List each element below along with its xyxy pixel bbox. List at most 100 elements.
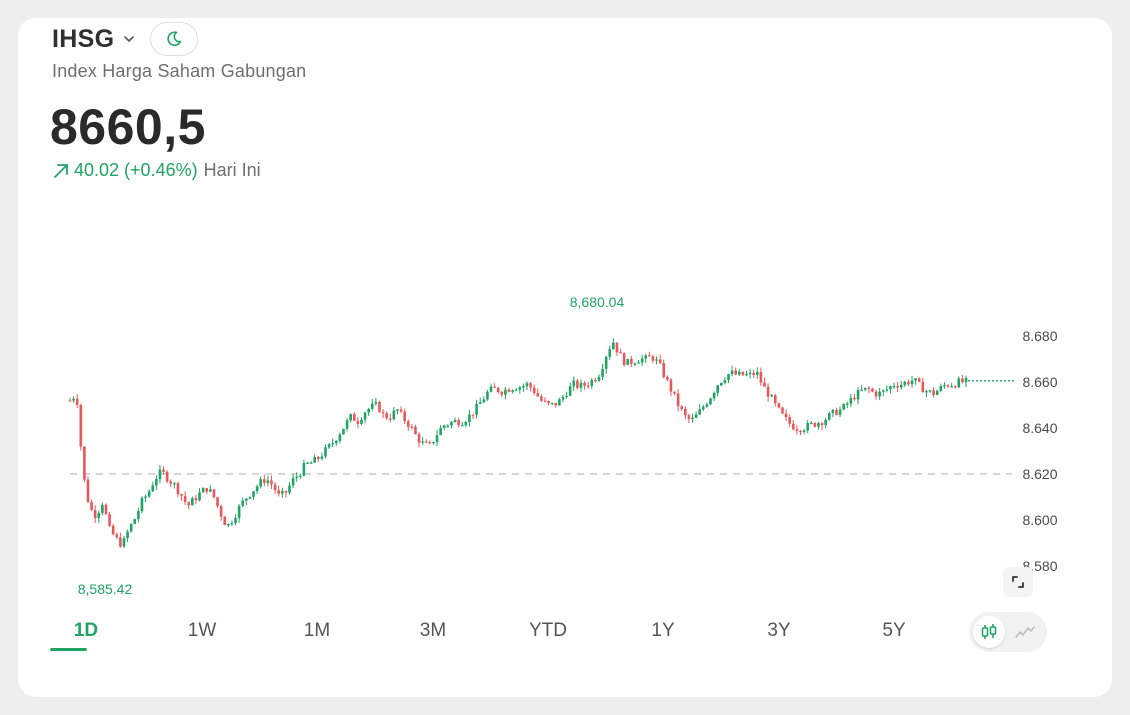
- candle-body: [302, 463, 306, 476]
- candle-body: [572, 380, 576, 387]
- candle-body: [601, 368, 604, 377]
- candle-body: [550, 402, 554, 405]
- candle-body: [198, 492, 201, 501]
- candle-body: [133, 519, 137, 524]
- candle-body: [889, 386, 892, 390]
- candle-body: [849, 397, 853, 404]
- candle-body: [288, 485, 291, 493]
- candle-body: [309, 462, 313, 464]
- candle-body: [604, 356, 608, 369]
- candle-body: [680, 406, 684, 410]
- line-mode-button[interactable]: [1009, 616, 1041, 648]
- candle-body: [277, 490, 281, 494]
- candle-body: [698, 409, 702, 415]
- candle-body: [532, 387, 536, 394]
- candle-body: [907, 381, 910, 385]
- candle-body: [194, 498, 198, 501]
- candle-body: [122, 538, 126, 547]
- change-period: Hari Ini: [203, 160, 261, 180]
- candle-body: [169, 481, 173, 484]
- candle-body: [363, 412, 367, 420]
- candle-body: [266, 480, 270, 483]
- candle-body: [673, 391, 676, 394]
- candle-body: [633, 363, 637, 365]
- candle-body: [759, 371, 763, 383]
- candle-body: [917, 378, 921, 382]
- candle-body: [892, 385, 896, 388]
- candle-body: [464, 422, 468, 426]
- candle-body: [248, 496, 252, 499]
- candle-body: [748, 372, 752, 374]
- candle-body: [453, 420, 457, 423]
- candle-body: [270, 480, 273, 485]
- candle-body: [755, 371, 759, 376]
- candle-body: [432, 441, 435, 444]
- tab-5y[interactable]: 5Y: [882, 620, 906, 641]
- tab-1m[interactable]: 1M: [303, 620, 331, 641]
- candle-body: [183, 495, 187, 503]
- candle-body: [370, 403, 374, 409]
- candle-body: [72, 398, 75, 401]
- expand-button[interactable]: [1003, 567, 1033, 597]
- candle-body: [543, 400, 547, 402]
- candle-body: [928, 390, 932, 392]
- high-label: 8,680.04: [570, 294, 625, 310]
- candle-body: [119, 537, 122, 547]
- candle-body: [863, 387, 867, 390]
- candle-body: [723, 380, 727, 383]
- candle-body: [770, 395, 773, 397]
- tab-1w[interactable]: 1W: [187, 620, 217, 641]
- candle-body: [342, 428, 345, 435]
- candle-body: [716, 385, 720, 393]
- candle-body: [151, 485, 155, 492]
- candle-body: [666, 377, 669, 380]
- candle-body: [655, 359, 658, 361]
- tab-3m[interactable]: 3M: [419, 620, 447, 641]
- tab-ytd[interactable]: YTD: [529, 620, 567, 641]
- y-tick-label: 8.640: [1022, 420, 1057, 436]
- candle-body: [140, 497, 144, 512]
- candle-body: [648, 355, 651, 357]
- tab-3y[interactable]: 3Y: [767, 620, 791, 641]
- candle-body: [903, 381, 907, 385]
- candle-body: [691, 417, 694, 420]
- candle-body: [316, 456, 320, 459]
- ticker-selector[interactable]: IHSG: [52, 24, 115, 53]
- candle-body: [856, 390, 860, 400]
- candle-body: [158, 469, 162, 480]
- candle-body: [558, 399, 561, 406]
- candlestick-mode-button[interactable]: [973, 616, 1005, 648]
- candle-body: [522, 386, 525, 388]
- candle-body: [421, 441, 424, 443]
- candle-body: [752, 372, 755, 376]
- candle-body: [626, 358, 630, 366]
- candle-body: [496, 387, 500, 393]
- candle-body: [961, 378, 964, 383]
- candle-body: [957, 378, 961, 388]
- candle-body: [813, 422, 817, 427]
- candle-body: [583, 383, 586, 386]
- candle-body: [237, 505, 241, 519]
- candle-body: [191, 498, 194, 506]
- candle-body: [727, 374, 730, 381]
- tab-1y[interactable]: 1Y: [651, 620, 675, 641]
- candle-body: [349, 414, 352, 421]
- candle-body: [144, 496, 147, 498]
- candle-body: [263, 479, 266, 483]
- candle-body: [126, 531, 129, 539]
- y-tick-label: 8.680: [1022, 328, 1057, 344]
- candle-body: [162, 469, 165, 472]
- candle-body: [201, 488, 205, 493]
- candle-body: [658, 359, 662, 364]
- theme-toggle-button[interactable]: [150, 22, 199, 56]
- change-value: 40.02 (+0.46%): [74, 160, 198, 180]
- candle-body: [187, 502, 191, 506]
- candle-body: [612, 342, 615, 350]
- expand-icon: [1012, 576, 1024, 588]
- y-tick-label: 8.620: [1022, 466, 1057, 482]
- tab-1d[interactable]: 1D: [73, 620, 99, 641]
- candle-body: [414, 426, 417, 435]
- chevron-down-icon[interactable]: [122, 32, 136, 46]
- chart-type-toggle: [969, 612, 1047, 652]
